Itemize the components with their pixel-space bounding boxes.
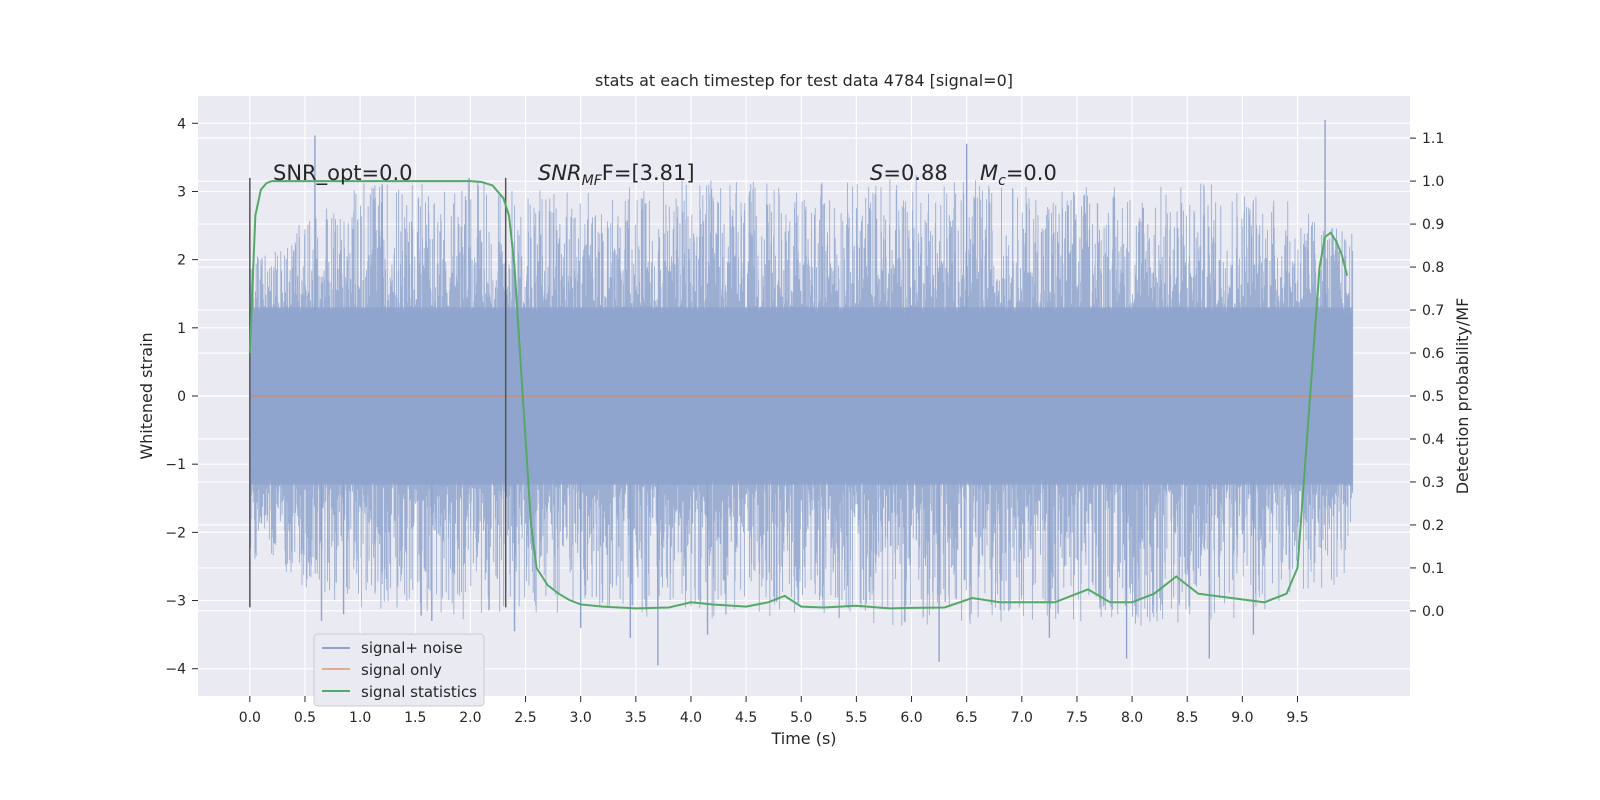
legend-label-statistics: signal statistics xyxy=(361,683,477,701)
y-right-tick-label: 0.9 xyxy=(1422,217,1444,233)
y-right-tick-label: 0.1 xyxy=(1422,561,1444,577)
signal-statistics-series xyxy=(248,180,1349,610)
y-right-tick-label: 0.5 xyxy=(1422,389,1444,405)
y-right-tick-label: 0.6 xyxy=(1422,346,1444,362)
x-tick-label: 5.5 xyxy=(845,710,867,726)
y-tick-label: −4 xyxy=(165,662,186,678)
x-tick-label: 5.0 xyxy=(790,710,812,726)
y-tick-label: 4 xyxy=(177,116,186,132)
x-tick-label: 7.5 xyxy=(1066,710,1088,726)
chart-title: stats at each timestep for test data 478… xyxy=(595,71,1013,90)
legend: signal+ noise signal only signal statist… xyxy=(313,633,485,707)
x-axis-label: Time (s) xyxy=(770,729,836,748)
x-tick-label: 1.5 xyxy=(404,710,426,726)
y-tick-label: −2 xyxy=(165,525,186,541)
x-tick-label: 7.0 xyxy=(1011,710,1033,726)
y-right-tick-label: 0.4 xyxy=(1422,432,1444,448)
x-tick-label: 3.5 xyxy=(625,710,647,726)
x-tick-label: 0.5 xyxy=(294,710,316,726)
y-right-tick-label: 0.0 xyxy=(1422,604,1444,620)
x-tick-label: 2.5 xyxy=(514,710,536,726)
y-tick-label: 2 xyxy=(177,253,186,269)
vertical-markers xyxy=(249,177,507,608)
x-tick-label: 9.0 xyxy=(1231,710,1253,726)
y-tick-label: 0 xyxy=(177,389,186,405)
y-right-tick-label: 0.8 xyxy=(1422,260,1444,276)
y-right-tick-label: 1.0 xyxy=(1422,174,1444,190)
legend-label-signal: signal only xyxy=(361,661,442,679)
x-tick-label: 8.5 xyxy=(1176,710,1198,726)
y-right-axis-ticks: 0.0 0.1 0.2 0.3 0.4 0.5 0.6 0.7 0.8 0.9 1.0 1.1 xyxy=(1410,131,1444,620)
x-tick-label: 6.0 xyxy=(900,710,922,726)
annotation-snr-opt: SNR_opt=0.0 xyxy=(273,161,413,186)
y-axis-ticks: −4 −3 −2 −1 0 1 2 3 4 xyxy=(165,116,198,678)
y-tick-label: −1 xyxy=(165,457,186,473)
y-right-tick-label: 0.7 xyxy=(1422,303,1444,319)
y-axis-label: Whitened strain xyxy=(137,332,156,459)
x-axis-ticks: 0.0 0.5 1.0 1.5 2.0 2.5 3.0 3.5 4.0 4.5 5.0 5.5 6.0 6… xyxy=(239,696,1309,726)
x-tick-label: 8.0 xyxy=(1121,710,1143,726)
noise-outliers xyxy=(314,119,1326,666)
x-tick-label: 4.0 xyxy=(680,710,702,726)
x-tick-label: 2.0 xyxy=(459,710,481,726)
y-right-tick-label: 0.2 xyxy=(1422,518,1444,534)
y-right-tick-label: 1.1 xyxy=(1422,131,1444,147)
x-tick-label: 6.5 xyxy=(956,710,978,726)
x-tick-label: 3.0 xyxy=(570,710,592,726)
y-right-axis-label: Detection probability/MF xyxy=(1453,298,1472,495)
x-tick-label: 4.5 xyxy=(735,710,757,726)
y-tick-label: 1 xyxy=(177,321,186,337)
x-tick-label: 9.5 xyxy=(1286,710,1308,726)
x-tick-label: 0.0 xyxy=(239,710,261,726)
legend-label-noise: signal+ noise xyxy=(361,639,463,657)
annotation-s: S=0.88 xyxy=(870,161,948,185)
y-tick-label: −3 xyxy=(165,594,186,610)
annotation-snr-mf: SNRMFF=[3.81] xyxy=(538,161,695,189)
legend-box xyxy=(313,633,485,707)
annotation-mc: Mc=0.0 xyxy=(980,161,1057,189)
y-right-tick-label: 0.3 xyxy=(1422,475,1444,491)
y-tick-label: 3 xyxy=(177,184,186,200)
x-tick-label: 1.0 xyxy=(349,710,371,726)
